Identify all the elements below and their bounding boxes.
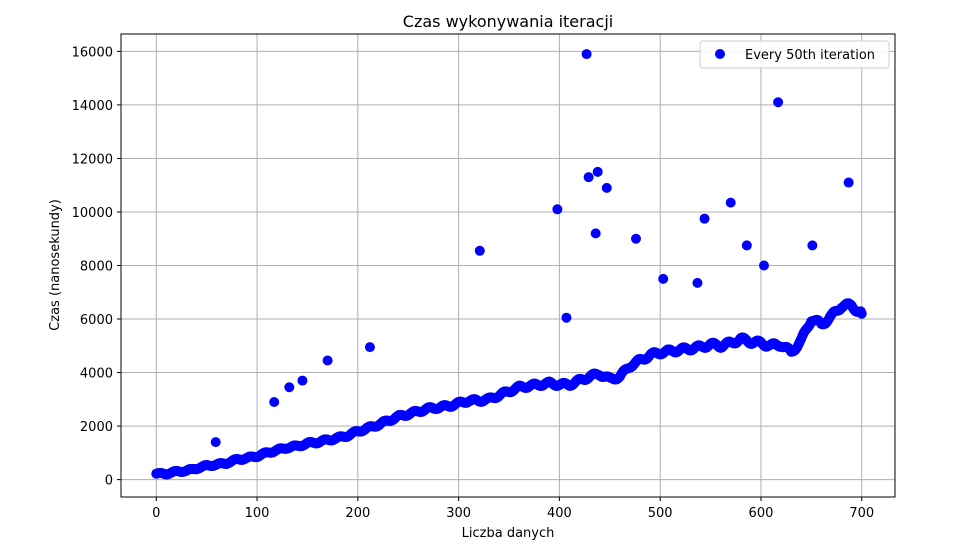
x-axis-label: Liczba danych xyxy=(462,526,555,541)
data-point-outlier xyxy=(843,177,854,188)
data-point-outlier xyxy=(658,273,669,284)
data-point-outlier xyxy=(583,172,594,183)
x-tick-label: 200 xyxy=(345,506,370,521)
x-tick-label: 0 xyxy=(152,506,160,521)
legend-marker xyxy=(715,49,725,59)
y-tick-label: 2000 xyxy=(80,420,113,435)
y-tick-label: 4000 xyxy=(80,367,113,382)
data-points xyxy=(151,49,867,480)
y-axis-label: Czas (nanosekundy) xyxy=(48,199,63,331)
data-point-outlier xyxy=(474,245,485,256)
x-tick-label: 300 xyxy=(446,506,471,521)
data-point-outlier xyxy=(601,182,612,193)
data-point-outlier xyxy=(561,312,572,323)
data-point-outlier xyxy=(758,260,769,271)
x-axis-ticks: 0 100 200 300 400 500 600 700 xyxy=(152,497,874,521)
x-tick-label: 500 xyxy=(648,506,673,521)
data-point xyxy=(856,308,867,319)
data-point-outlier xyxy=(297,375,308,386)
y-tick-label: 16000 xyxy=(72,45,113,60)
data-point-outlier xyxy=(284,382,295,393)
x-tick-label: 100 xyxy=(245,506,270,521)
y-tick-label: 12000 xyxy=(72,152,113,167)
x-tick-label: 700 xyxy=(849,506,874,521)
legend-label: Every 50th iteration xyxy=(745,48,875,63)
data-point-outlier xyxy=(741,240,752,251)
x-tick-label: 400 xyxy=(547,506,572,521)
legend: Every 50th iteration xyxy=(699,40,890,69)
data-point-outlier xyxy=(322,355,333,366)
y-tick-label: 0 xyxy=(105,474,113,489)
data-point-outlier xyxy=(773,97,784,108)
y-axis-ticks: 0 2000 4000 6000 8000 10000 12000 14000 16000 xyxy=(72,45,121,489)
x-tick-label: 600 xyxy=(749,506,774,521)
y-tick-label: 8000 xyxy=(80,260,113,275)
data-point-outlier xyxy=(364,342,375,353)
y-tick-label: 6000 xyxy=(80,313,113,328)
data-point-outlier xyxy=(210,437,221,448)
data-point-outlier xyxy=(590,228,601,239)
chart-title: Czas wykonywania iteracji xyxy=(403,12,613,31)
data-point-outlier xyxy=(581,49,592,60)
data-point-outlier xyxy=(807,240,818,251)
legend-box xyxy=(699,40,890,69)
y-tick-label: 10000 xyxy=(72,206,113,221)
data-point-outlier xyxy=(725,197,736,208)
data-point-outlier xyxy=(552,204,563,215)
data-point-outlier xyxy=(699,213,710,224)
data-point-outlier xyxy=(692,277,703,288)
data-point-outlier xyxy=(630,233,641,244)
y-tick-label: 14000 xyxy=(72,99,113,114)
data-point-outlier xyxy=(269,396,280,407)
data-point-outlier xyxy=(592,166,603,177)
